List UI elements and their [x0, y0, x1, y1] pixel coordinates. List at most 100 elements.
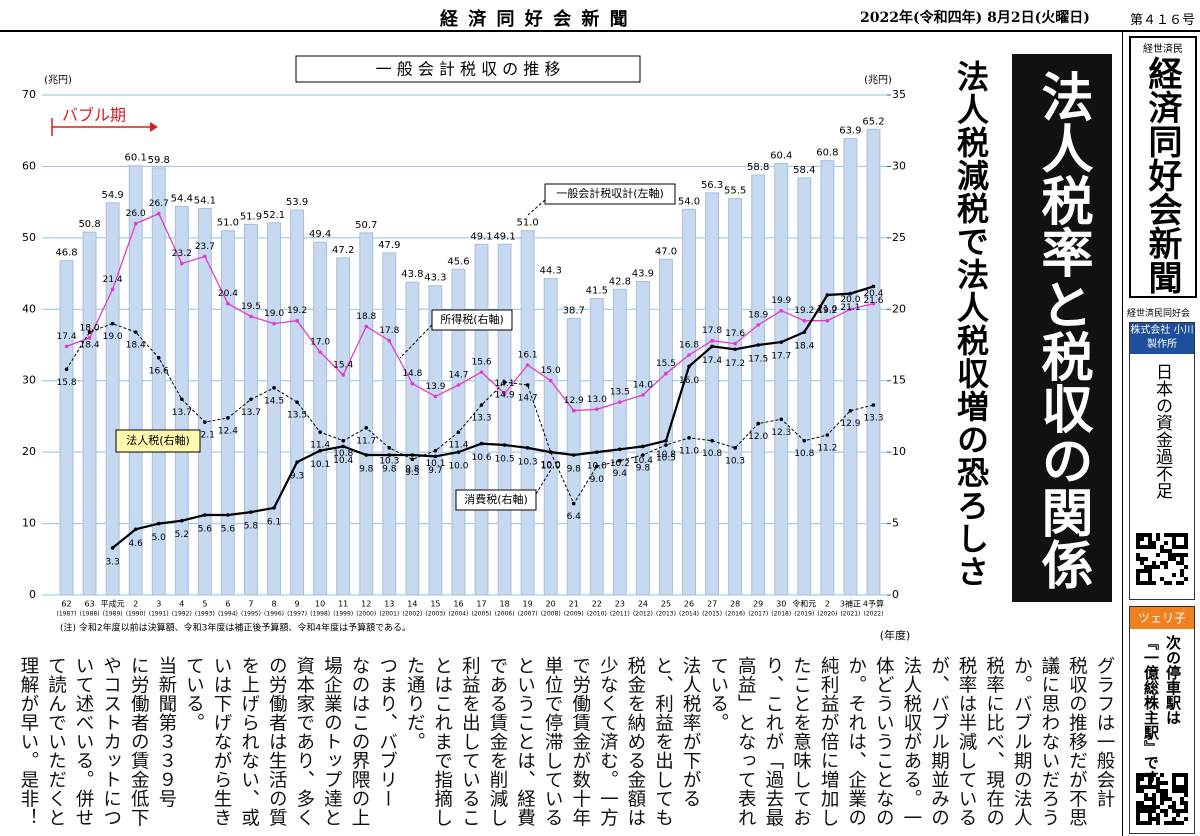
- qr-cell: [1140, 809, 1144, 813]
- text-column: 単位で停滞している: [542, 656, 564, 827]
- qr-cell: [1160, 577, 1164, 581]
- qr-cell: [1180, 801, 1184, 805]
- bar: [843, 138, 858, 596]
- ad-text: 次の停車駅は 『一億総株主駅』です: [1140, 635, 1184, 785]
- data-label: 14.9: [495, 391, 515, 401]
- qr-cell: [1180, 533, 1184, 537]
- data-label: 17.5: [748, 355, 768, 365]
- qr-cell: [1172, 541, 1176, 545]
- qr-cell: [1136, 785, 1140, 789]
- x-tick-label: 令和元: [792, 599, 816, 609]
- text-column: 税率に比べ、現在の: [983, 656, 1005, 827]
- bar: [197, 208, 212, 596]
- data-label: 12.9: [840, 419, 860, 429]
- data-label: 17.6: [725, 329, 745, 339]
- x-tick-year: (2005): [472, 611, 492, 618]
- qr-cell: [1156, 805, 1160, 809]
- marker: [779, 340, 784, 344]
- marker: [733, 341, 737, 346]
- marker: [364, 426, 369, 430]
- qr-cell: [1148, 785, 1152, 789]
- qr-cell: [1152, 545, 1156, 549]
- data-label: 63.9: [839, 126, 861, 137]
- data-label: 43.9: [632, 268, 654, 279]
- marker: [502, 391, 507, 396]
- qr-cell: [1180, 773, 1184, 777]
- x-tick-label: 17: [476, 600, 486, 609]
- marker: [203, 254, 207, 259]
- qr-cell: [1152, 581, 1156, 585]
- marker: [341, 373, 345, 377]
- data-label: 12.9: [564, 396, 584, 406]
- marker: [341, 438, 345, 443]
- bar: [267, 222, 281, 596]
- marker: [710, 438, 714, 443]
- data-label: 59.8: [148, 155, 170, 166]
- marker: [156, 521, 161, 526]
- data-label: 10.5: [495, 455, 515, 465]
- subheadline: 法人税減税で法人税収増の恐ろしさ: [952, 60, 990, 588]
- data-label: 16.1: [518, 351, 538, 361]
- qr-cell: [1144, 793, 1148, 797]
- x-tick-label: 11: [338, 600, 348, 609]
- x-tick-label: 4: [179, 600, 184, 609]
- bar: [359, 232, 374, 596]
- marker: [110, 321, 115, 326]
- qr-cell: [1180, 573, 1184, 577]
- text-column: つまり、バブリー: [376, 656, 398, 808]
- data-label: 55.5: [724, 186, 746, 197]
- x-tick-year: (2009): [564, 611, 584, 618]
- qr-cell: [1148, 577, 1152, 581]
- marker: [433, 394, 438, 399]
- marker: [318, 448, 322, 453]
- qr-cell: [1156, 565, 1160, 569]
- qr-cell: [1136, 781, 1140, 785]
- qr-cell: [1148, 817, 1152, 821]
- marker: [825, 433, 830, 437]
- data-label: 20.0: [840, 295, 860, 305]
- org: 経世済民同好会: [1127, 309, 1191, 319]
- bar: [543, 278, 558, 596]
- qr-cell: [1164, 541, 1168, 545]
- data-label: 14.7: [518, 394, 538, 404]
- marker: [571, 453, 576, 457]
- qr-cell: [1176, 821, 1180, 825]
- data-label: 17.0: [310, 338, 330, 348]
- text-column: ということは、経費: [514, 656, 536, 827]
- qr-cell: [1144, 545, 1148, 549]
- qr-cell: [1176, 789, 1180, 793]
- x-unit: (年度): [880, 628, 911, 642]
- data-label: 16.8: [679, 341, 699, 351]
- y2-tick-label: 5: [892, 517, 899, 530]
- qr-cell: [1172, 533, 1176, 537]
- x-tick-label: 2: [825, 600, 830, 609]
- text-column: の労働者は生活の質: [266, 656, 288, 827]
- qr-cell: [1180, 569, 1184, 573]
- data-label: 47.0: [655, 246, 677, 257]
- qr-cell: [1148, 533, 1152, 537]
- x-tick-label: 12: [361, 600, 371, 609]
- text-column: 税収の推移だが不思: [1066, 656, 1088, 827]
- article-body: グラフは一般会計 税収の推移だが不思 議に思わないだろう か。バブル期の法人 税率に比べ…: [6, 656, 1118, 834]
- marker: [203, 420, 207, 424]
- data-label: 5.2: [175, 530, 189, 540]
- data-label: 14.8: [402, 369, 422, 379]
- text-column: か。バブル期の法人: [1011, 656, 1033, 827]
- y-tick-label: 0: [29, 588, 36, 601]
- marker: [249, 314, 253, 319]
- data-label: 9.8: [382, 465, 397, 475]
- qr-cell: [1172, 545, 1176, 549]
- marker: [295, 460, 299, 464]
- qr-cell: [1136, 809, 1140, 813]
- qr-cell: [1172, 573, 1176, 577]
- marker: [641, 444, 645, 449]
- qr-cell: [1160, 793, 1164, 797]
- qr-cell: [1156, 821, 1160, 825]
- qr-cell: [1172, 817, 1176, 821]
- qr-cell: [1176, 785, 1180, 789]
- data-label: 47.9: [378, 240, 400, 251]
- x-tick-year: (1993): [195, 611, 215, 618]
- qr-cell: [1184, 809, 1188, 813]
- bar: [705, 192, 720, 596]
- marker: [433, 448, 438, 453]
